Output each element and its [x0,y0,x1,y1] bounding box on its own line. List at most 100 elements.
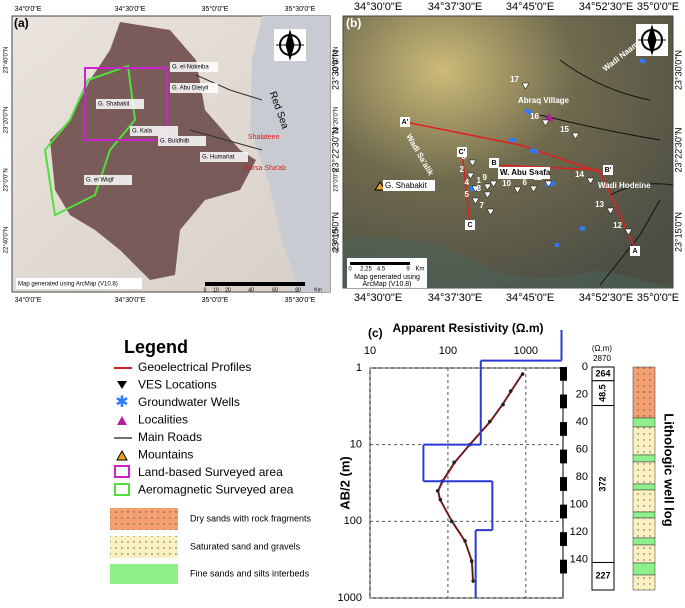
profile-box [457,147,467,157]
town-label: Marsa Sha'ab [243,165,286,172]
lithology-bed [633,427,655,455]
profile-label: B [491,160,496,167]
ves-marker [489,180,498,188]
scale-label: 0 [204,287,207,293]
scale-label: 20 [225,287,231,293]
credit-box [16,278,142,289]
tick-label: 23°15'0"N [330,212,340,252]
tick-label: 23°40'0"N [334,47,340,74]
depth-label: 60 [576,443,588,455]
profile-label: A [632,248,637,255]
depth-bar [560,477,567,491]
sea [250,16,330,292]
depth-bar [560,504,567,519]
profile-box [630,246,640,256]
ves-marker [483,191,492,199]
profile-label: C' [459,149,466,156]
legend-label: Geoelectrical Profiles [138,360,251,374]
ves-marker [521,82,530,90]
tick-label: 23°20'0"N [4,107,10,134]
legend-symbol [116,449,128,461]
axis-title: AB/2 (m) [337,456,352,509]
layer-resistivity: 372 [597,476,607,491]
tick-label: 34°30'0"E [115,296,146,304]
legend-title: Legend [124,337,188,357]
data-point [501,402,505,407]
data-point [438,497,443,502]
data-point [469,559,474,563]
lithology-swatch [110,536,178,558]
place-label: G. el Wiqif [86,178,114,184]
ves-marker [471,185,480,193]
tick-label: 34°52'30"E [579,1,633,13]
north-arrow [636,24,668,56]
tick-label: 34°30'0"E [354,292,402,304]
profile-label: C [467,222,472,229]
place-label: G. Shabakit [98,102,130,108]
lithology-bed [633,545,655,563]
profile-box [465,220,475,230]
data-point [449,519,454,524]
tick-label: 23°0'0"N [4,168,10,191]
well-log-title: Lithologic well log [662,413,677,526]
ves-label: 10 [502,179,511,188]
scale-label: 2.25 [360,267,372,273]
credit: Map generated using [354,274,420,281]
scale-label: Km [416,267,425,273]
lithology-swatch [110,564,178,584]
lithology-bed [633,367,655,418]
ves-marker [571,132,580,140]
depth-label: 20 [576,388,588,400]
lithology-label: Dry sands with rock fragments [190,513,312,523]
ves-label: 4 [465,178,470,187]
lithology-bed [633,518,655,538]
place-box [170,83,218,93]
axis-title: Apparent Resistivity (Ω.m) [393,321,544,335]
place-label: W. Abu Saafa [500,168,551,177]
tick-label: 23°22'30"N [673,127,683,172]
ves-marker [466,172,475,180]
place-box [158,136,206,146]
legend-symbol [117,381,127,389]
x-tick-label: 1000 [514,345,538,357]
legend-label: Main Roads [138,430,202,444]
place-label: G. Buldhiib [160,139,190,145]
place-label: G. Abu Dieiyit [172,86,209,92]
ves-label: 7 [480,201,485,210]
place-box [200,152,248,162]
legend-label: Localities [138,413,188,427]
ves-marker [529,185,538,193]
ves-label: 14 [575,170,584,179]
tick-label: 35°0'0"E [202,5,229,13]
tick-label: 23°20'0"N [334,107,340,134]
lithology-bed [633,575,655,590]
lithology-label: Fine sands and silts interbeds [190,568,310,578]
lithology-bed [632,511,656,519]
depth-bar [560,367,567,381]
legend-symbol: ✱ [115,394,128,411]
tick-label: 34°30'0"E [354,1,402,13]
road [539,59,674,286]
data-point [435,489,440,493]
surface-resistivity: 2870 [593,354,611,363]
x-tick-label: 10 [364,345,376,357]
ves-label: 16 [530,112,539,121]
ves-label: 15 [560,125,569,134]
depth-label: 120 [570,526,588,538]
place-box [130,126,178,136]
legend-label: VES Locations [138,378,217,392]
map-a [11,15,331,293]
depth-bar [560,532,567,546]
place-box [383,180,435,191]
tick-label: 23°30'0"N [673,50,683,90]
ves-marker [486,208,495,216]
aeromagnetic-area [43,64,137,217]
depth-label: 0 [582,361,588,373]
lithology-bed [632,537,656,546]
credit: ArcMap (V10.8) [362,281,411,288]
ves-marker [624,228,633,236]
legend-symbol [114,465,130,478]
ves-marker [541,119,550,127]
tick-label: 34°37'30"E [428,1,482,13]
log-layer [591,561,615,591]
